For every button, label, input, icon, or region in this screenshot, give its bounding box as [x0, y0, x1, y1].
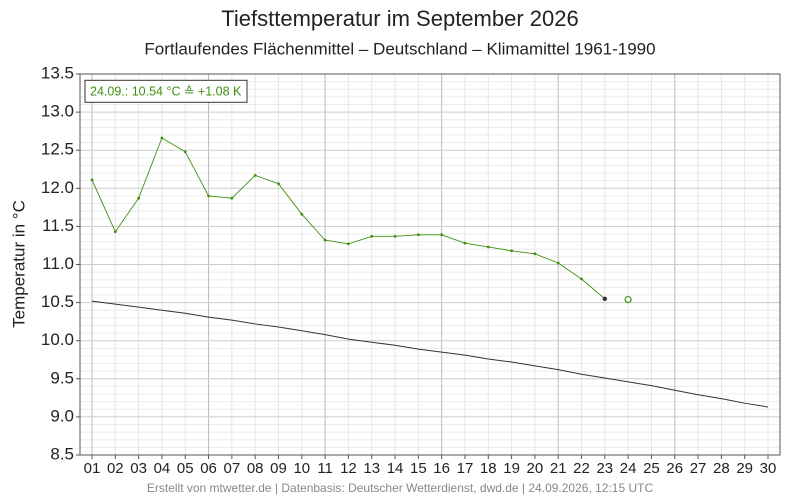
x-tick-label: 10	[293, 460, 310, 477]
x-tick-label: 08	[247, 460, 264, 477]
x-tick-label: 05	[177, 460, 194, 477]
x-tick-label: 11	[317, 460, 333, 477]
point	[230, 196, 234, 200]
series-line	[91, 300, 769, 408]
point	[533, 252, 537, 256]
point	[440, 233, 444, 237]
chart-title: Tiefsttemperatur im September 2026	[221, 6, 578, 31]
point	[463, 241, 467, 245]
y-tick-label: 12.5	[41, 140, 74, 159]
point	[510, 249, 513, 253]
x-tick-label: 29	[736, 460, 753, 477]
y-tick-label: 12.0	[41, 178, 74, 197]
point	[277, 182, 280, 186]
x-tick-label: 02	[107, 460, 124, 477]
point	[253, 173, 257, 177]
chart-subtitle: Fortlaufendes Flächenmittel – Deutschlan…	[144, 39, 655, 58]
point	[113, 230, 117, 234]
y-tick-label: 8.5	[50, 444, 74, 463]
point	[580, 277, 583, 281]
x-tick-label: 20	[527, 460, 544, 477]
plot-frame	[79, 73, 781, 456]
point	[486, 245, 490, 249]
point	[624, 295, 632, 304]
point	[183, 150, 187, 154]
y-tick-label: 13.5	[41, 63, 74, 82]
y-tick-label: 9.0	[50, 406, 74, 425]
x-tick-label: 14	[387, 460, 404, 477]
x-tick-label: 12	[340, 460, 357, 477]
x-tick-label: 01	[84, 460, 101, 477]
x-tick-label: 06	[200, 460, 217, 477]
point	[160, 136, 164, 140]
point	[90, 178, 94, 182]
x-tick-label: 23	[596, 460, 613, 477]
x-tick-label: 19	[503, 460, 520, 477]
y-tick-label: 11.5	[42, 216, 74, 235]
x-tick-label: 30	[760, 460, 777, 477]
point	[347, 242, 350, 246]
x-tick-label: 07	[224, 460, 241, 477]
point	[416, 233, 420, 237]
x-tick-label: 25	[643, 460, 660, 477]
point	[370, 234, 374, 238]
x-tick-label: 04	[154, 460, 171, 477]
point	[602, 296, 608, 301]
x-tick-label: 27	[690, 460, 707, 477]
x-tick-label: 28	[713, 460, 730, 477]
annotation: 24.09.: 10.54 °C ≙ +1.08 K	[90, 84, 242, 98]
x-tick-label: 03	[130, 460, 147, 477]
point	[323, 238, 327, 242]
x-tick-label: 15	[410, 460, 427, 477]
y-tick-label: 13.0	[41, 102, 74, 121]
y-tick-label: 10.0	[41, 330, 74, 349]
x-tick-label: 18	[480, 460, 497, 477]
y-tick-label: 10.5	[41, 292, 74, 311]
x-tick-label: 17	[457, 460, 474, 477]
point	[556, 261, 560, 265]
x-tick-label: 13	[363, 460, 380, 477]
x-tick-label: 26	[666, 460, 683, 477]
y-tick-label: 11.0	[42, 254, 74, 273]
x-tick-label: 16	[433, 460, 450, 477]
point	[393, 234, 397, 238]
annotation-box	[84, 79, 248, 103]
x-tick-label: 09	[270, 460, 287, 477]
point	[207, 194, 210, 198]
footer: Erstellt von mtwetter.de | Datenbasis: D…	[147, 481, 654, 495]
x-tick-label: 22	[573, 460, 590, 477]
point	[137, 196, 141, 200]
x-tick-label: 21	[550, 460, 567, 477]
point	[300, 212, 304, 216]
y-tick-label: 9.5	[50, 368, 74, 387]
x-tick-label: 24	[620, 460, 637, 477]
y-axis-label: Temperatur in °C	[9, 200, 28, 328]
